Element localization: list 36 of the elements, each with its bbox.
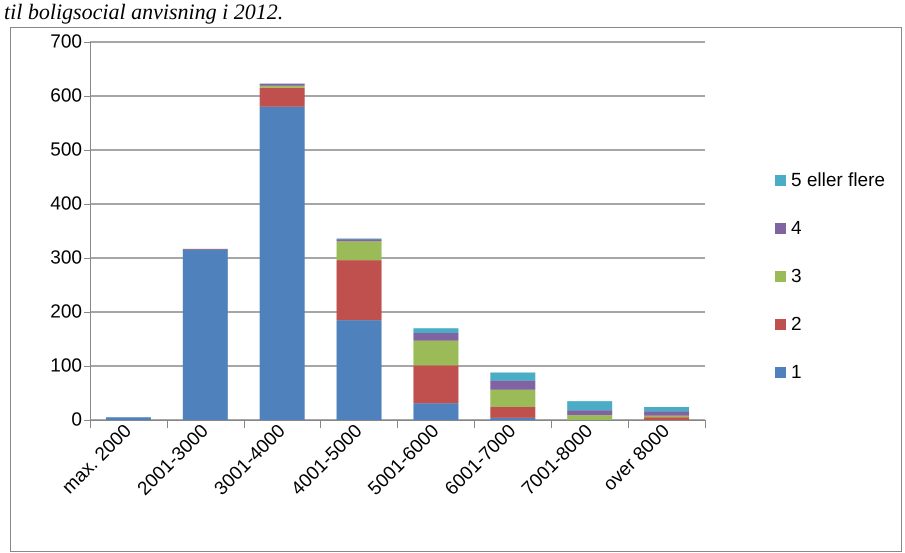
bar bbox=[336, 241, 382, 260]
y-tick-label: 200 bbox=[50, 302, 82, 322]
bar bbox=[106, 417, 151, 420]
bar bbox=[413, 365, 458, 404]
bar bbox=[567, 410, 612, 416]
bar bbox=[490, 380, 536, 390]
bar bbox=[260, 106, 305, 420]
bar bbox=[567, 415, 612, 420]
bar bbox=[644, 407, 690, 412]
bar bbox=[413, 333, 458, 341]
legend-label: 1 bbox=[791, 362, 802, 383]
y-tick-label: 100 bbox=[50, 356, 82, 376]
bar bbox=[413, 328, 458, 334]
bar bbox=[336, 320, 382, 420]
bar bbox=[490, 407, 536, 418]
legend-label: 4 bbox=[791, 218, 802, 239]
y-tick-label: 400 bbox=[50, 194, 82, 214]
bar bbox=[182, 249, 228, 420]
bar bbox=[413, 403, 458, 420]
y-tick-label: 500 bbox=[50, 140, 82, 160]
legend-label: 5 eller flere bbox=[791, 170, 886, 191]
bar bbox=[490, 372, 536, 381]
legend-label: 2 bbox=[791, 314, 802, 335]
chart-title: til boligsocial anvisning i 2012. bbox=[4, 0, 284, 24]
y-tick-label: 0 bbox=[71, 410, 82, 430]
y-tick-label: 600 bbox=[50, 86, 82, 106]
bar bbox=[644, 411, 690, 416]
bar bbox=[260, 88, 305, 107]
bar bbox=[644, 417, 690, 420]
bar bbox=[490, 390, 536, 408]
legend-label: 3 bbox=[791, 266, 802, 287]
bar bbox=[413, 340, 458, 366]
bar bbox=[567, 401, 612, 410]
y-tick-label: 300 bbox=[50, 248, 82, 268]
bar bbox=[336, 260, 382, 320]
y-tick-label: 700 bbox=[50, 32, 82, 52]
